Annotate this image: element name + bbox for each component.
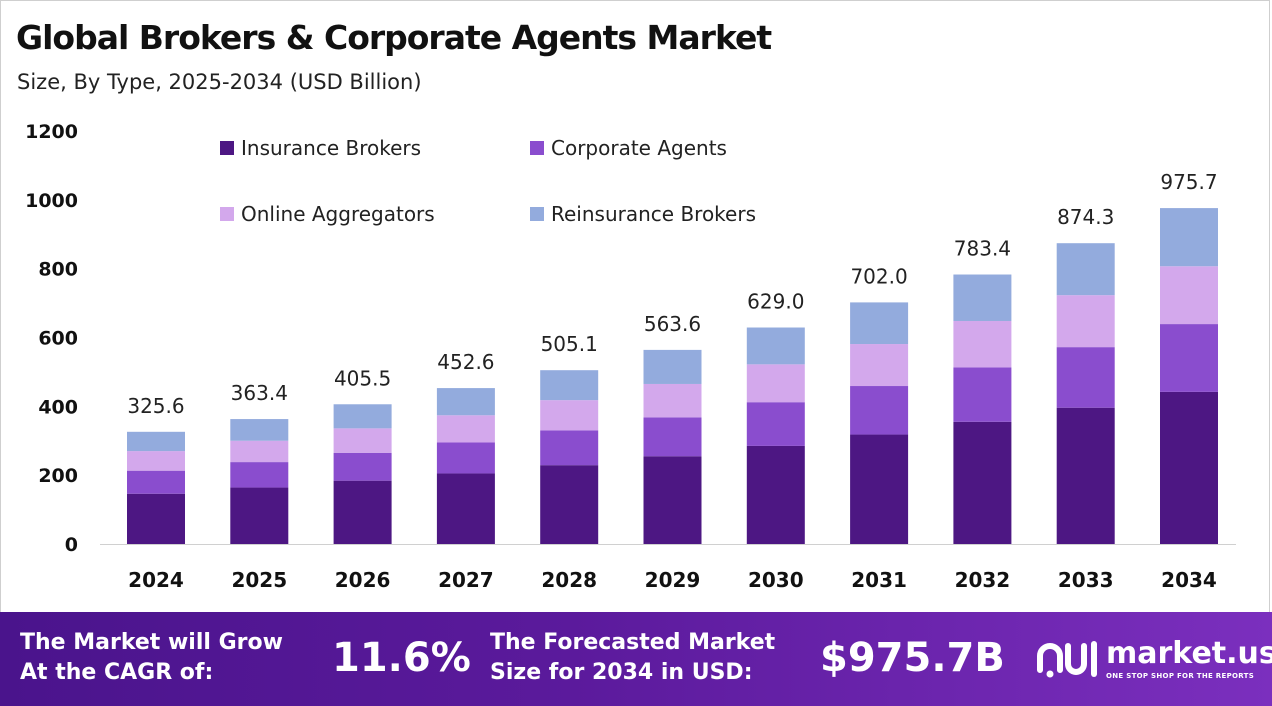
bar-segment bbox=[333, 480, 392, 544]
bar-segment bbox=[127, 431, 185, 452]
bar-total-label: 563.6 bbox=[644, 312, 701, 336]
legend-label: Insurance Brokers bbox=[241, 136, 421, 160]
bar-segment bbox=[1160, 266, 1218, 325]
x-tick-label: 2034 bbox=[1161, 568, 1217, 592]
y-tick-label: 600 bbox=[38, 328, 78, 350]
bar-segment bbox=[436, 415, 495, 443]
bar-segment bbox=[333, 452, 392, 481]
bar-segment bbox=[540, 465, 599, 544]
legend-swatch bbox=[530, 141, 544, 155]
bar-segment bbox=[746, 327, 805, 365]
x-tick-label: 2024 bbox=[128, 568, 184, 592]
bar-segment bbox=[230, 487, 289, 544]
y-tick-label: 400 bbox=[38, 396, 78, 418]
bar-segment bbox=[953, 320, 1012, 368]
bar-segment bbox=[953, 274, 1012, 321]
logo-tagline: ONE STOP SHOP FOR THE REPORTS bbox=[1106, 672, 1255, 680]
market-us-logo-icon bbox=[1037, 641, 1097, 678]
x-tick-label: 2030 bbox=[748, 568, 804, 592]
y-tick-label: 800 bbox=[38, 259, 78, 281]
bar-total-label: 405.5 bbox=[334, 366, 391, 390]
y-tick-label: 200 bbox=[38, 465, 78, 487]
bar-segment bbox=[746, 364, 805, 403]
bar-total-label: 452.6 bbox=[437, 350, 494, 374]
x-tick-label: 2026 bbox=[335, 568, 391, 592]
bar-segment bbox=[1160, 324, 1218, 392]
legend-label: Reinsurance Brokers bbox=[551, 202, 756, 226]
y-tick-label: 0 bbox=[65, 534, 78, 556]
forecast-label: The Forecasted Market Size for 2034 in U… bbox=[490, 630, 776, 685]
bar-total-label: 629.0 bbox=[747, 290, 804, 314]
chart-subtitle: Size, By Type, 2025-2034 (USD Billion) bbox=[17, 70, 422, 94]
bar-segment bbox=[850, 344, 909, 387]
legend-swatch bbox=[220, 207, 234, 221]
bar-segment bbox=[127, 470, 185, 494]
bar-segment bbox=[230, 419, 289, 441]
footer-banner: The Market will Grow At the CAGR of: 11.… bbox=[0, 612, 1272, 706]
x-tick-label: 2027 bbox=[438, 568, 494, 592]
stacked-bar-chart: 0 200 400 600 800 1000 1200 325.6 2024 363.4 2025 4… bbox=[25, 121, 1236, 592]
bar-segment bbox=[540, 370, 599, 401]
bar-segment bbox=[850, 386, 909, 435]
bar-segment bbox=[1056, 347, 1115, 408]
bar-segment bbox=[1056, 243, 1115, 296]
y-tick-label: 1000 bbox=[25, 190, 78, 212]
logo-name: market.us bbox=[1106, 636, 1272, 671]
bar-segment bbox=[953, 367, 1012, 422]
x-tick-label: 2029 bbox=[645, 568, 701, 592]
cagr-value: 11.6% bbox=[332, 635, 471, 681]
bar-total-label: 505.1 bbox=[541, 332, 598, 356]
x-tick-label: 2033 bbox=[1058, 568, 1114, 592]
x-tick-label: 2025 bbox=[231, 568, 287, 592]
bar-segment bbox=[850, 434, 909, 544]
chart-title: Global Brokers & Corporate Agents Market bbox=[16, 18, 772, 57]
legend-swatch bbox=[220, 141, 234, 155]
bar-segment bbox=[643, 417, 702, 457]
bar-segment bbox=[540, 400, 599, 431]
x-tick-label: 2028 bbox=[541, 568, 597, 592]
bar-segment bbox=[1160, 391, 1218, 544]
bar-segment bbox=[127, 493, 185, 544]
bar-segment bbox=[643, 456, 702, 544]
bar-segment bbox=[850, 302, 909, 345]
x-tick-label: 2031 bbox=[851, 568, 907, 592]
bar-segment bbox=[333, 428, 392, 453]
bar-segment bbox=[953, 421, 1012, 544]
bar-segment bbox=[436, 442, 495, 474]
y-tick-label: 1200 bbox=[25, 121, 78, 143]
bar-segment bbox=[230, 462, 289, 488]
bar-segment bbox=[1056, 407, 1115, 544]
bar-segment bbox=[230, 440, 289, 463]
bar-segment bbox=[1056, 295, 1115, 348]
legend-label: Online Aggregators bbox=[241, 202, 435, 226]
forecast-value: $975.7B bbox=[820, 635, 1005, 681]
bar-segment bbox=[746, 402, 805, 446]
bar-total-label: 325.6 bbox=[127, 394, 184, 418]
bar-total-label: 874.3 bbox=[1057, 205, 1114, 229]
bar-total-label: 783.4 bbox=[954, 237, 1011, 261]
bar-segment bbox=[436, 388, 495, 416]
legend-label: Corporate Agents bbox=[551, 136, 727, 160]
x-tick-label: 2032 bbox=[955, 568, 1011, 592]
bar-segment bbox=[436, 473, 495, 544]
bar-segment bbox=[643, 349, 702, 384]
market-us-logo: market.us ONE STOP SHOP FOR THE REPORTS bbox=[1036, 636, 1272, 686]
bar-segment bbox=[643, 383, 702, 418]
bar-segment bbox=[127, 451, 185, 471]
bar-total-label: 702.0 bbox=[850, 264, 907, 288]
bar-segment bbox=[1160, 208, 1218, 267]
bar-segment bbox=[540, 430, 599, 466]
bar-segment bbox=[333, 404, 392, 429]
bar-total-label: 975.7 bbox=[1160, 170, 1217, 194]
cagr-label: The Market will Grow At the CAGR of: bbox=[20, 630, 283, 685]
bar-total-label: 363.4 bbox=[231, 381, 288, 405]
legend-swatch bbox=[530, 207, 544, 221]
bar-segment bbox=[746, 445, 805, 544]
